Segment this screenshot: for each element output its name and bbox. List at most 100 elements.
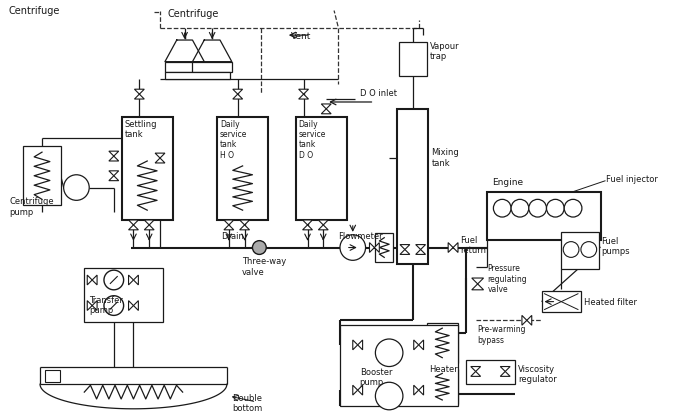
Circle shape <box>563 242 579 257</box>
Polygon shape <box>302 220 313 225</box>
Polygon shape <box>414 340 418 350</box>
Text: Vent: Vent <box>291 32 311 41</box>
Text: Pre-warming
bypass: Pre-warming bypass <box>478 325 526 344</box>
Polygon shape <box>87 301 92 311</box>
Circle shape <box>511 199 529 217</box>
Polygon shape <box>522 316 527 325</box>
Polygon shape <box>155 158 165 163</box>
Text: Fuel
pumps: Fuel pumps <box>601 237 630 256</box>
Polygon shape <box>224 220 234 225</box>
Polygon shape <box>358 340 363 350</box>
Text: Daily
service
tank
H O: Daily service tank H O <box>220 120 247 160</box>
Text: Heater: Heater <box>429 364 458 374</box>
Polygon shape <box>134 89 144 94</box>
Bar <box>165 62 204 71</box>
Polygon shape <box>319 220 328 225</box>
Text: Drain: Drain <box>221 232 244 241</box>
Polygon shape <box>374 242 379 252</box>
Bar <box>84 268 163 322</box>
Polygon shape <box>233 94 243 99</box>
Polygon shape <box>92 301 97 311</box>
Polygon shape <box>414 385 418 395</box>
Text: Vapour
trap: Vapour trap <box>429 42 459 61</box>
Polygon shape <box>129 275 134 285</box>
Bar <box>193 62 232 71</box>
Text: Booster
pump: Booster pump <box>359 367 392 387</box>
Polygon shape <box>472 284 483 290</box>
Polygon shape <box>134 275 138 285</box>
Polygon shape <box>87 275 92 285</box>
Circle shape <box>340 235 365 260</box>
Polygon shape <box>400 250 410 255</box>
Polygon shape <box>129 220 138 225</box>
Bar <box>23 146 61 205</box>
Circle shape <box>494 199 511 217</box>
Polygon shape <box>302 225 313 230</box>
Polygon shape <box>109 151 119 156</box>
Polygon shape <box>193 40 232 62</box>
Polygon shape <box>416 245 426 250</box>
Polygon shape <box>224 225 234 230</box>
Bar <box>426 370 458 404</box>
Polygon shape <box>321 104 331 109</box>
Polygon shape <box>471 367 481 372</box>
Text: Fuel
return: Fuel return <box>460 236 486 255</box>
Bar <box>542 291 581 312</box>
Polygon shape <box>129 301 134 311</box>
Polygon shape <box>144 225 154 230</box>
Bar <box>296 117 347 220</box>
Polygon shape <box>353 340 358 350</box>
Polygon shape <box>240 220 250 225</box>
Polygon shape <box>358 385 363 395</box>
Polygon shape <box>109 176 119 181</box>
Polygon shape <box>165 40 204 62</box>
Polygon shape <box>453 242 458 252</box>
Polygon shape <box>448 242 453 252</box>
Polygon shape <box>109 156 119 161</box>
Text: Pressure
regulating
valve: Pressure regulating valve <box>487 264 527 294</box>
Circle shape <box>252 241 266 255</box>
Polygon shape <box>472 278 483 284</box>
Polygon shape <box>319 225 328 230</box>
Polygon shape <box>500 372 510 376</box>
Text: Viscosity
regulator: Viscosity regulator <box>518 364 557 384</box>
Bar <box>217 117 268 220</box>
Text: Centrifuge: Centrifuge <box>9 5 60 15</box>
Text: Transfer
pump: Transfer pump <box>89 296 123 315</box>
Bar <box>561 232 599 269</box>
Bar <box>399 42 426 76</box>
Text: Centrifuge: Centrifuge <box>168 8 219 18</box>
Text: Settling
tank: Settling tank <box>125 120 157 139</box>
Polygon shape <box>134 94 144 99</box>
Text: Fuel injector: Fuel injector <box>605 175 658 184</box>
Bar <box>121 117 173 220</box>
Bar <box>376 233 393 262</box>
Polygon shape <box>299 94 308 99</box>
Text: Double
bottom: Double bottom <box>232 394 262 413</box>
Polygon shape <box>500 367 510 372</box>
Polygon shape <box>418 385 424 395</box>
Polygon shape <box>353 385 358 395</box>
Bar <box>340 325 458 406</box>
Polygon shape <box>233 89 243 94</box>
Text: Three-way
valve: Three-way valve <box>241 257 286 277</box>
Text: D O inlet: D O inlet <box>359 89 397 98</box>
Polygon shape <box>416 250 426 255</box>
Polygon shape <box>321 109 331 114</box>
Circle shape <box>104 270 123 290</box>
Circle shape <box>376 382 403 410</box>
Bar <box>45 370 60 382</box>
Bar <box>426 323 458 362</box>
Circle shape <box>529 199 546 217</box>
Circle shape <box>64 175 89 200</box>
Polygon shape <box>240 225 250 230</box>
Text: Heated filter: Heated filter <box>584 298 637 307</box>
Circle shape <box>564 199 582 217</box>
Polygon shape <box>418 340 424 350</box>
Text: Daily
service
tank
D O: Daily service tank D O <box>299 120 326 160</box>
Polygon shape <box>299 89 308 94</box>
Polygon shape <box>527 316 532 325</box>
Polygon shape <box>400 245 410 250</box>
Circle shape <box>376 339 403 367</box>
Polygon shape <box>155 153 165 158</box>
